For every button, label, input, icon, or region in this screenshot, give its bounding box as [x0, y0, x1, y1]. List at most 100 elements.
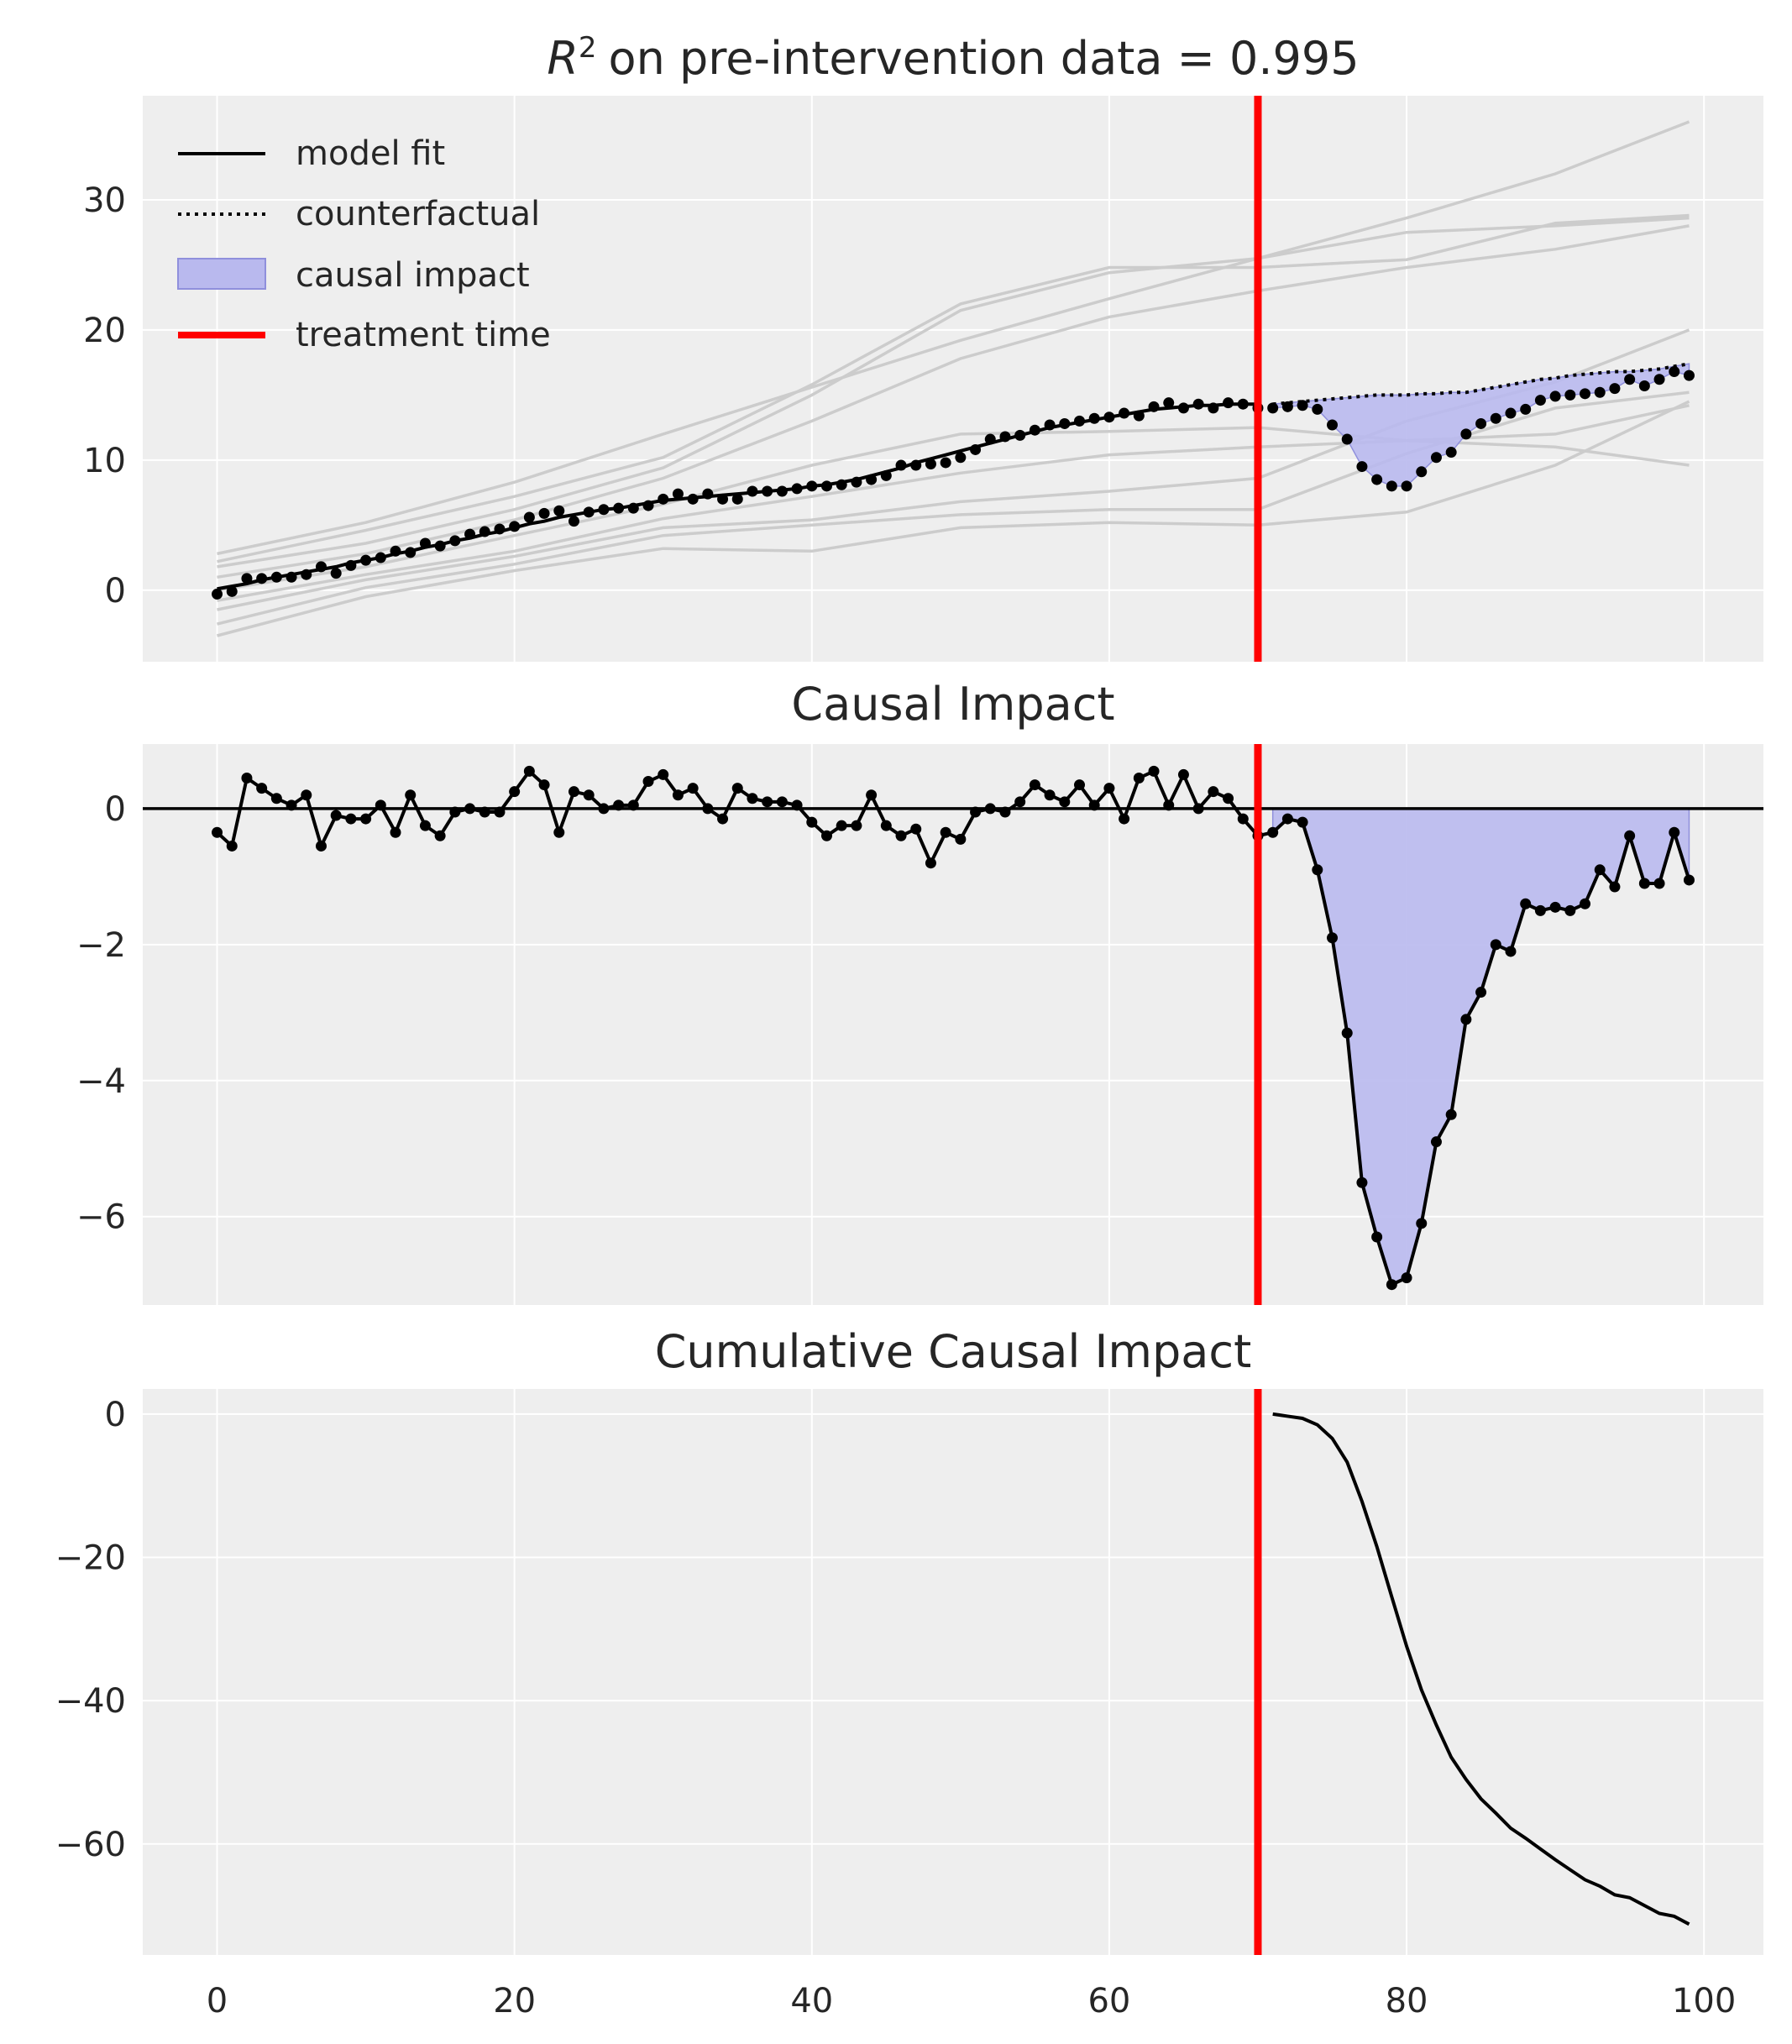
observed-point [1208, 402, 1219, 414]
observed-point [494, 523, 506, 535]
causal-impact-point [1356, 1177, 1368, 1188]
x-tick-label: 40 [790, 1982, 833, 2020]
causal-impact-point [212, 826, 223, 838]
causal-impact-point [270, 793, 282, 804]
causal-impact-point [568, 786, 579, 798]
observed-point [642, 500, 654, 511]
causal-impact-point [1103, 783, 1115, 794]
observed-point [330, 568, 342, 579]
panel-causal-impact-title: Causal Impact [791, 678, 1114, 731]
causal-impact-point [1638, 878, 1650, 889]
causal-impact-point [1327, 932, 1339, 944]
title-r-symbol: R [547, 32, 579, 85]
causal-impact-point [613, 799, 625, 811]
observed-point [598, 504, 610, 516]
observed-point [925, 458, 936, 469]
causal-impact-point [1534, 904, 1546, 916]
observed-point [1281, 401, 1293, 412]
observed-point [627, 502, 639, 514]
causal-impact-point [717, 813, 729, 825]
causal-impact-point [1683, 874, 1695, 886]
causal-impact-point [1430, 1136, 1442, 1148]
y-tick-label: −2 [76, 926, 126, 965]
observed-point [479, 526, 490, 537]
causal-impact-point [1490, 939, 1501, 951]
causal-impact-point [360, 813, 372, 825]
panel-causal-impact-ticks: 0 −2 −4 −6 [76, 790, 126, 1237]
causal-impact-point [1059, 796, 1071, 808]
observed-point [1430, 452, 1442, 464]
observed-point [1460, 428, 1472, 440]
causal-impact-point [405, 789, 417, 801]
legend-counterfactual-label: counterfactual [296, 195, 540, 233]
observed-point [955, 452, 967, 464]
causal-impact-point [1401, 1272, 1412, 1284]
causal-impact-point [702, 803, 714, 815]
causal-impact-point [1460, 1014, 1472, 1025]
causal-impact-point [776, 796, 788, 808]
causal-impact-point [1237, 813, 1249, 825]
causal-impact-point [731, 783, 743, 794]
observed-point [1341, 433, 1353, 445]
causal-impact-point [375, 799, 386, 811]
observed-point [1297, 400, 1308, 411]
causal-impact-point [1445, 1108, 1457, 1120]
observed-point [762, 485, 773, 497]
panel-cumulative-ticks: 0 −20 −40 −60 0 20 40 60 80 100 [55, 1396, 1737, 2020]
observed-point [1594, 386, 1606, 398]
observed-point [613, 502, 625, 514]
causal-impact-point [449, 806, 461, 818]
causal-impact-point [1624, 830, 1636, 841]
causal-impact-point [1029, 779, 1040, 791]
observed-point [984, 433, 996, 445]
causal-impact-point [925, 857, 936, 869]
panel-model-fit-grid [143, 96, 1763, 662]
causal-impact-point [286, 799, 297, 811]
causal-impact-point [1564, 904, 1576, 916]
causal-impact-point [1549, 901, 1561, 913]
observed-point [1520, 403, 1532, 415]
causal-impact-point [509, 786, 521, 798]
observed-point [449, 535, 461, 547]
causal-impact-point [999, 806, 1011, 818]
causal-impact-point [345, 813, 357, 825]
y-tick-label: 0 [105, 572, 126, 611]
panel-model-fit-marks [212, 96, 1695, 662]
causal-impact-point [1475, 987, 1487, 998]
causal-impact-point [627, 799, 639, 811]
causal-impact-point [256, 783, 268, 794]
observed-point [880, 469, 892, 481]
observed-point [1549, 390, 1561, 402]
causal-impact-point [301, 789, 312, 801]
observed-point [731, 493, 743, 505]
observed-point [583, 506, 595, 518]
causal-impact-point [1044, 789, 1056, 801]
control-series-line [217, 400, 1690, 637]
observed-point [1237, 398, 1249, 410]
causal-impact-point [1074, 779, 1086, 791]
observed-point [1163, 397, 1175, 409]
causal-impact-point [419, 820, 431, 831]
causal-impact-point [836, 820, 847, 831]
causal-impact-point [1014, 796, 1026, 808]
observed-point [1564, 389, 1576, 401]
causal-impact-point [1580, 898, 1591, 909]
causal-impact-point [880, 820, 892, 831]
causal-impact-point [658, 768, 669, 780]
observed-point [1029, 424, 1040, 436]
causal-impact-point [1312, 864, 1323, 876]
panel-cumulative-background [143, 1389, 1763, 1955]
panel-causal-impact-marks [143, 744, 1763, 1305]
observed-point [1148, 401, 1160, 412]
observed-point [509, 521, 521, 532]
observed-point [301, 569, 312, 580]
observed-point [999, 431, 1011, 443]
causal-impact-point [940, 826, 951, 838]
observed-point [1074, 415, 1086, 427]
panel-model-fit-title: R2 on pre-intervention data = 0.995 [547, 31, 1359, 85]
causal-impact-point [1669, 826, 1680, 838]
legend: model fit counterfactual causal impact t… [177, 134, 551, 354]
causal-impact-point [1594, 864, 1606, 876]
observed-point [523, 511, 535, 523]
observed-point [1103, 411, 1115, 423]
